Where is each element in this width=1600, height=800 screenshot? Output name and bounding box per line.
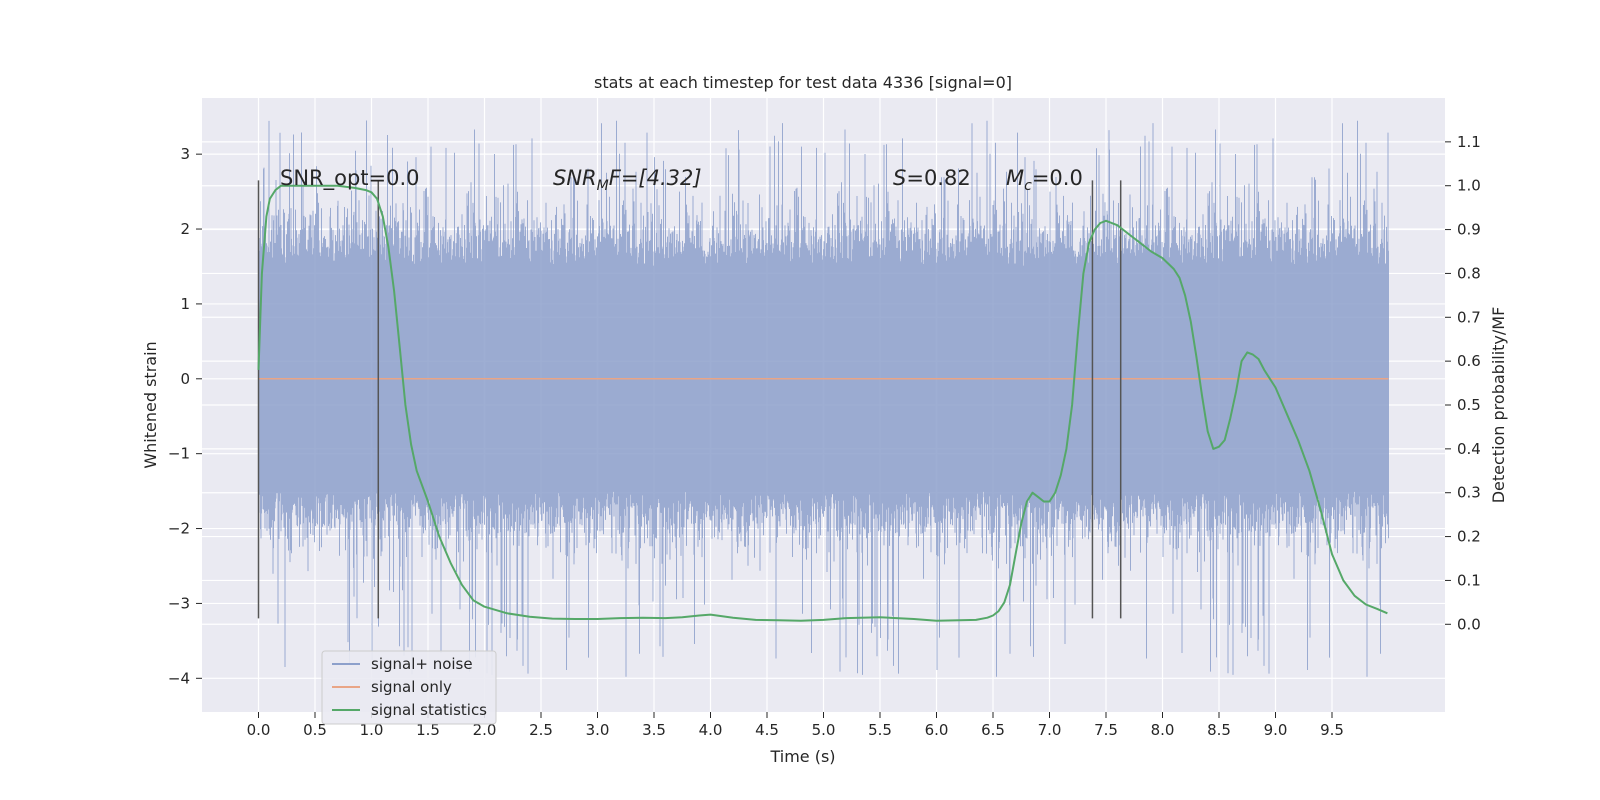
- y2-tick-label: 0.3: [1457, 484, 1481, 502]
- y2-tick-label: 0.5: [1457, 396, 1481, 414]
- y2-axis-label: Detection probability/MF: [1489, 307, 1508, 504]
- annotation-mc: Mc=0.0: [1006, 166, 1083, 194]
- x-axis-label: Time (s): [769, 747, 835, 766]
- y2-tick-label: 0.4: [1457, 440, 1481, 458]
- y2-tick-label: 0.8: [1457, 264, 1481, 282]
- annotation-s-rest: =0.82: [906, 166, 970, 190]
- y2-tick-label: 0.7: [1457, 308, 1481, 326]
- x-tick-label: 2.0: [473, 721, 497, 739]
- annotation-snr-mf-rest: F=[4.32]: [609, 166, 702, 190]
- annotation-s: S=0.82: [893, 166, 971, 190]
- legend-box: [321, 650, 497, 725]
- x-tick-label: 1.5: [416, 721, 440, 739]
- x-tick-label: 6.5: [981, 721, 1005, 739]
- x-tick-label: 8.0: [1151, 721, 1175, 739]
- y-axis-label: Whitened strain: [141, 341, 160, 468]
- y2-tick-label: 0.9: [1457, 221, 1481, 239]
- x-tick-label: 1.0: [360, 721, 384, 739]
- y2-tick-label: 0.6: [1457, 352, 1481, 370]
- y-tick-label: 1: [180, 295, 190, 313]
- y-tick-label: 3: [180, 145, 190, 163]
- y2-tick-label: 1.1: [1457, 133, 1481, 151]
- annotation-snr-opt: SNR_opt=0.0: [280, 166, 420, 191]
- annotation-mc-rest: =0.0: [1032, 166, 1083, 190]
- annotation-snr-mf: SNRMF=[4.32]: [553, 166, 702, 194]
- y-tick-label: 0: [180, 370, 190, 388]
- x-tick-label: 0.5: [303, 721, 327, 739]
- legend: signal+ noise signal only signal statist…: [321, 650, 497, 725]
- x-tick-label: 0.0: [247, 721, 271, 739]
- y-axis-ticks: 3 2 1 0 −1 −2 −3 −4: [168, 145, 202, 687]
- x-tick-label: 7.5: [1094, 721, 1118, 739]
- x-tick-label: 5.0: [812, 721, 836, 739]
- annotation-mc-base: M: [1006, 166, 1024, 190]
- y-tick-label: −3: [168, 594, 190, 612]
- legend-label-stats: signal statistics: [371, 701, 487, 719]
- chart-title: stats at each timestep for test data 433…: [594, 73, 1012, 92]
- y2-tick-label: 0.0: [1457, 615, 1481, 633]
- y2-axis-ticks: 0.0 0.1 0.2 0.3 0.4 0.5 0.6 0.7 0.8 0.9 1.0 1.1: [1445, 133, 1481, 633]
- y-tick-label: −2: [168, 520, 190, 538]
- x-tick-label: 4.0: [699, 721, 723, 739]
- y-tick-label: 2: [180, 220, 190, 238]
- annotation-s-base: S: [893, 166, 906, 190]
- x-tick-label: 3.0: [586, 721, 610, 739]
- statistics-series: [257, 184, 1388, 622]
- legend-label-noise: signal+ noise: [371, 655, 473, 673]
- annotation-mc-sub: c: [1024, 178, 1032, 194]
- x-tick-label: 3.5: [642, 721, 666, 739]
- x-tick-label: 7.0: [1038, 721, 1062, 739]
- y2-tick-label: 1.0: [1457, 177, 1481, 195]
- annotation-snr-mf-base: SNR: [553, 166, 597, 190]
- y2-tick-label: 0.1: [1457, 571, 1481, 589]
- y2-tick-label: 0.2: [1457, 528, 1481, 546]
- x-tick-label: 8.5: [1207, 721, 1231, 739]
- x-tick-label: 6.0: [925, 721, 949, 739]
- x-tick-label: 5.5: [868, 721, 892, 739]
- annotation-snr-mf-sub: M: [597, 178, 609, 194]
- vertical-markers: [257, 180, 1122, 619]
- y-tick-label: −1: [168, 445, 190, 463]
- x-tick-label: 9.0: [1264, 721, 1288, 739]
- statistics-line: [257, 184, 1388, 622]
- y-tick-label: −4: [168, 669, 190, 687]
- x-tick-label: 4.5: [755, 721, 779, 739]
- legend-label-signal: signal only: [371, 678, 452, 696]
- x-tick-label: 2.5: [529, 721, 553, 739]
- x-tick-label: 9.5: [1320, 721, 1344, 739]
- x-axis-ticks: 0.0 0.5 1.0 1.5 2.0 2.5 3.0 3.5 4.0 4.5 5.0 5.5 6.0 6…: [247, 712, 1344, 739]
